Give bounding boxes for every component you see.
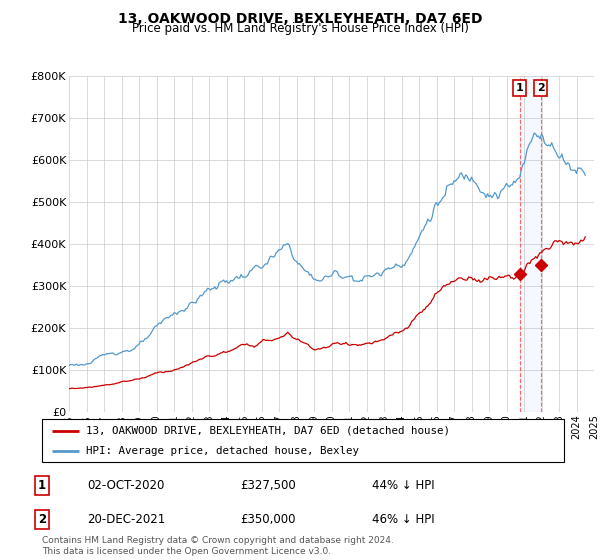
Text: 2: 2 <box>537 83 545 93</box>
Text: 46% ↓ HPI: 46% ↓ HPI <box>372 513 434 526</box>
Text: 13, OAKWOOD DRIVE, BEXLEYHEATH, DA7 6ED (detached house): 13, OAKWOOD DRIVE, BEXLEYHEATH, DA7 6ED … <box>86 426 451 436</box>
Text: 1: 1 <box>38 479 46 492</box>
Text: 02-OCT-2020: 02-OCT-2020 <box>87 479 164 492</box>
Text: 20-DEC-2021: 20-DEC-2021 <box>87 513 165 526</box>
Text: 44% ↓ HPI: 44% ↓ HPI <box>372 479 434 492</box>
Text: 13, OAKWOOD DRIVE, BEXLEYHEATH, DA7 6ED: 13, OAKWOOD DRIVE, BEXLEYHEATH, DA7 6ED <box>118 12 482 26</box>
Text: Contains HM Land Registry data © Crown copyright and database right 2024.
This d: Contains HM Land Registry data © Crown c… <box>42 536 394 556</box>
Text: 2: 2 <box>38 513 46 526</box>
Text: £350,000: £350,000 <box>240 513 296 526</box>
Bar <box>520 76 541 412</box>
Text: £327,500: £327,500 <box>240 479 296 492</box>
Text: Price paid vs. HM Land Registry's House Price Index (HPI): Price paid vs. HM Land Registry's House … <box>131 22 469 35</box>
Text: HPI: Average price, detached house, Bexley: HPI: Average price, detached house, Bexl… <box>86 446 359 456</box>
Text: 1: 1 <box>516 83 523 93</box>
